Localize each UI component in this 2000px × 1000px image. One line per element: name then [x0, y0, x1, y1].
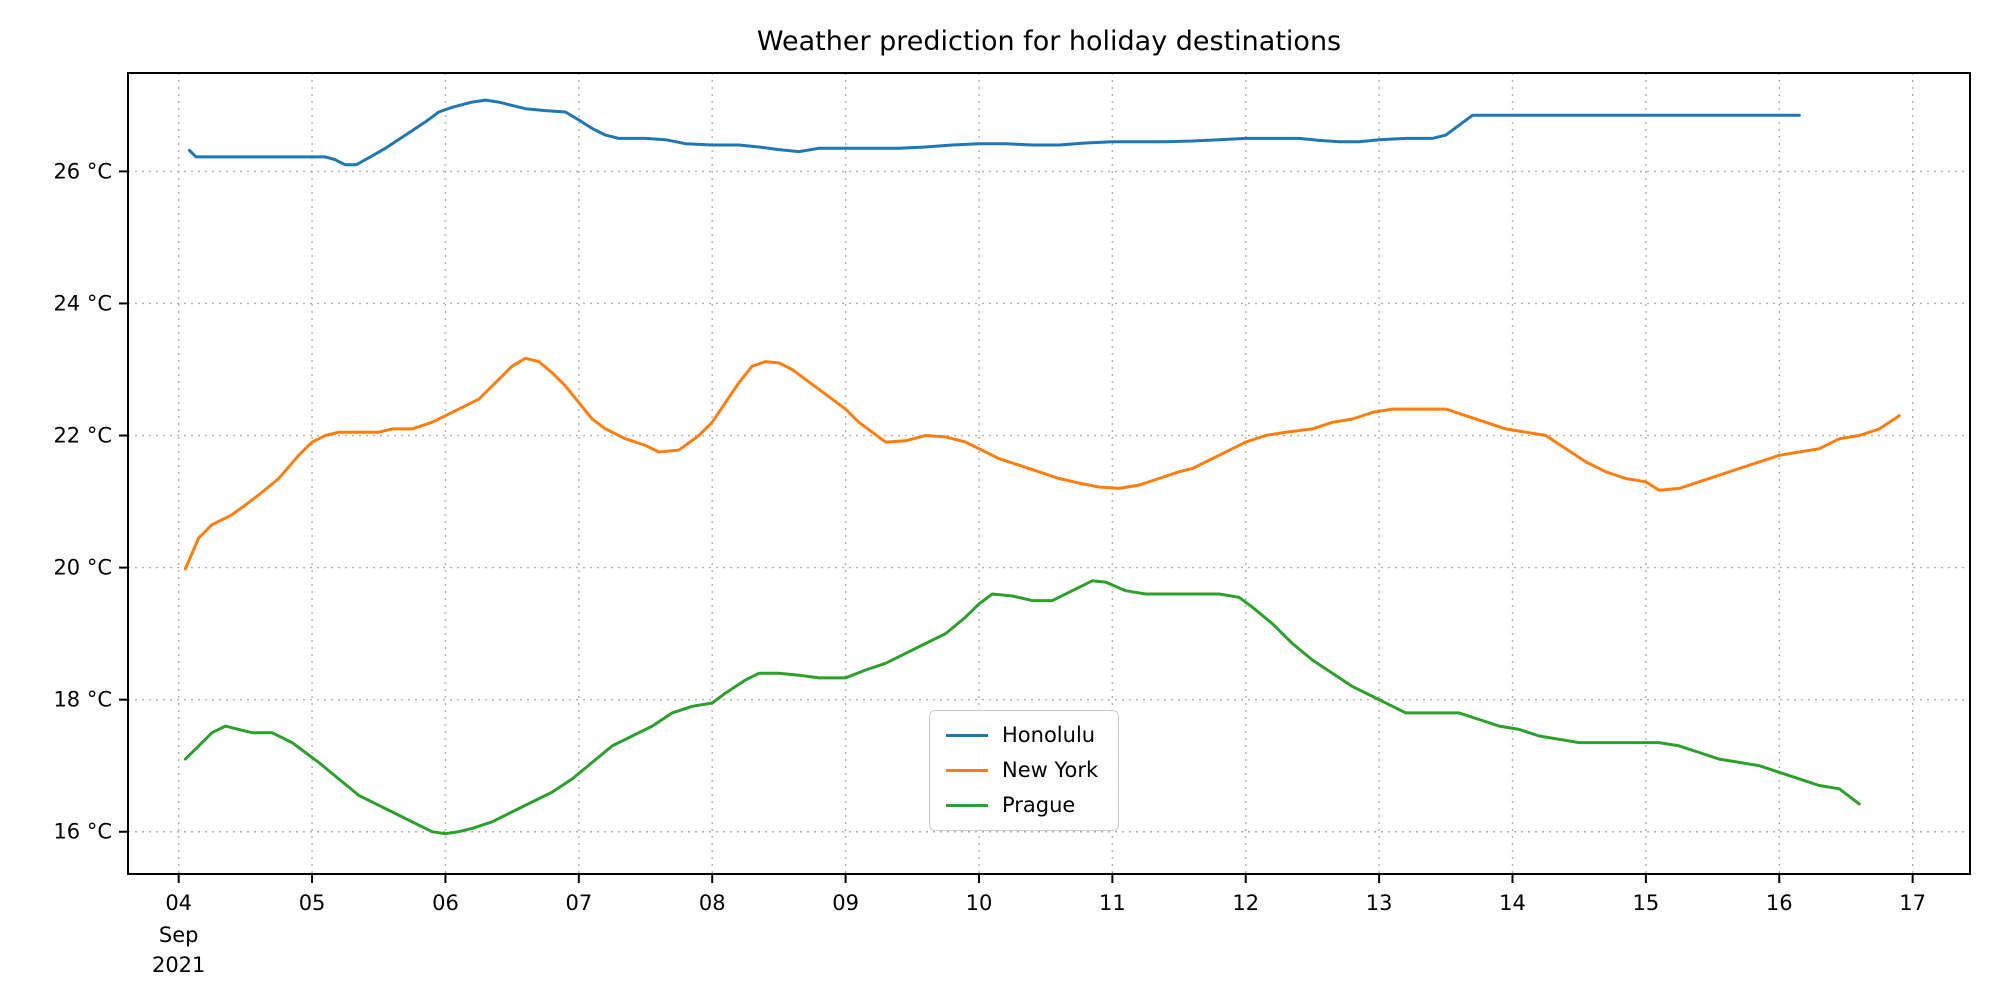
- x-axis-offset-label: Sep: [159, 923, 199, 947]
- y-tick-label: 18 °C: [53, 688, 112, 712]
- x-tick-label: 11: [1099, 891, 1126, 915]
- x-tick-label: 17: [1899, 891, 1926, 915]
- y-tick-label: 22 °C: [53, 424, 112, 448]
- x-tick-label: 07: [565, 891, 592, 915]
- x-tick-label: 04: [165, 891, 192, 915]
- x-tick-label: 16: [1766, 891, 1793, 915]
- legend: Honolulu New York Prague: [929, 710, 1120, 831]
- y-tick-label: 24 °C: [53, 291, 112, 315]
- legend-entry: Honolulu: [946, 725, 1098, 746]
- x-tick-label: 15: [1633, 891, 1660, 915]
- x-tick-label: 05: [299, 891, 326, 915]
- y-tick-label: 16 °C: [53, 820, 112, 844]
- x-tick-label: 10: [966, 891, 993, 915]
- y-tick-label: 26 °C: [53, 159, 112, 183]
- x-tick-label: 12: [1232, 891, 1259, 915]
- legend-label: New York: [1002, 758, 1099, 782]
- x-tick-label: 13: [1366, 891, 1393, 915]
- legend-line-sample: [946, 804, 988, 807]
- legend-label: Prague: [1002, 793, 1076, 817]
- legend-line-sample: [946, 769, 988, 772]
- x-tick-label: 09: [832, 891, 859, 915]
- legend-label: Honolulu: [1002, 723, 1096, 747]
- chart-title: Weather prediction for holiday destinati…: [756, 26, 1342, 57]
- x-tick-label: 06: [432, 891, 459, 915]
- legend-line-sample: [946, 734, 988, 737]
- x-tick-label: 14: [1499, 891, 1526, 915]
- x-tick-label: 08: [699, 891, 726, 915]
- y-tick-label: 20 °C: [53, 556, 112, 580]
- x-axis-offset-label: 2021: [152, 953, 205, 977]
- legend-entry: Prague: [946, 795, 1098, 816]
- legend-entry: New York: [946, 760, 1098, 781]
